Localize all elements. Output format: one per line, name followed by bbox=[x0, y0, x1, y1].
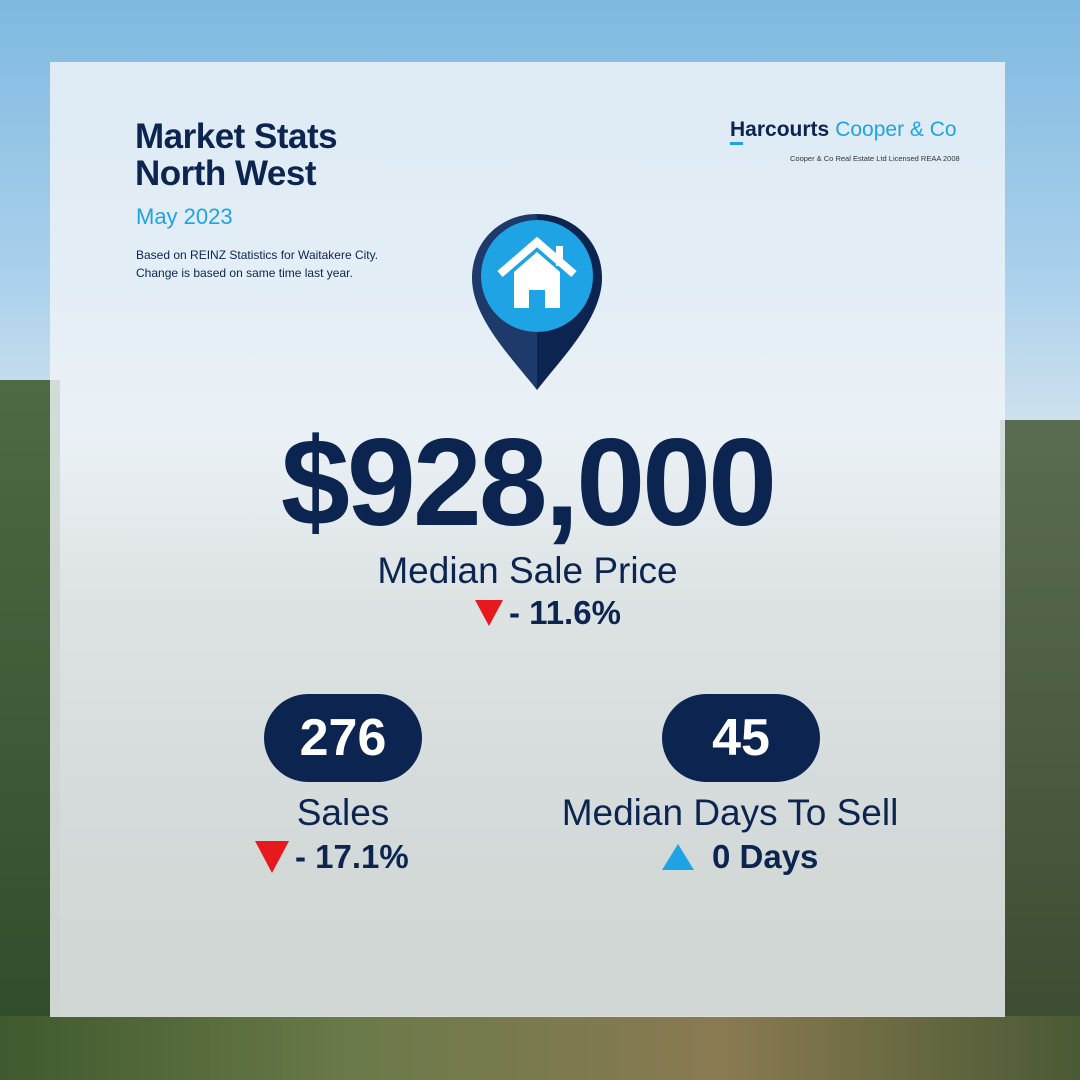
brand-logo: Harcourts Cooper & Co bbox=[730, 118, 957, 142]
logo-underline bbox=[730, 142, 743, 145]
median-price-label: Median Sale Price bbox=[377, 550, 678, 591]
title-line1: Market Stats bbox=[135, 117, 338, 156]
triangle-down-icon bbox=[255, 841, 289, 873]
stats-panel: Market Stats North West May 2023 Based o… bbox=[50, 62, 1005, 1017]
source-note: Based on REINZ Statistics for Waitakere … bbox=[136, 246, 378, 282]
triangle-down-icon bbox=[475, 600, 503, 626]
price-change-text: - 11.6% bbox=[509, 594, 621, 631]
logo-primary: Harcourts bbox=[730, 118, 830, 141]
median-price-value: $928,000 bbox=[280, 414, 777, 552]
median-price-change: - 11.6% bbox=[475, 594, 621, 632]
note-line2: Change is based on same time last year. bbox=[136, 266, 353, 280]
sales-label: Sales bbox=[296, 792, 390, 833]
days-change-text: 0 Days bbox=[712, 838, 819, 875]
logo-secondary: Cooper & Co bbox=[835, 118, 957, 141]
note-line1: Based on REINZ Statistics for Waitakere … bbox=[136, 248, 379, 262]
days-label: Median Days To Sell bbox=[561, 792, 899, 833]
days-value: 45 bbox=[662, 694, 820, 782]
title-line2: North West bbox=[135, 154, 317, 193]
sales-value: 276 bbox=[264, 694, 422, 782]
report-date: May 2023 bbox=[136, 204, 233, 229]
sales-change-text: - 17.1% bbox=[295, 838, 409, 875]
licence-text: Cooper & Co Real Estate Ltd Licensed REA… bbox=[790, 154, 960, 163]
days-change: 0 Days bbox=[662, 838, 818, 876]
page-title: Market Stats North West bbox=[135, 117, 338, 193]
triangle-up-icon bbox=[662, 844, 694, 870]
house-pin-icon bbox=[472, 214, 602, 390]
background-photo-right bbox=[1000, 420, 1080, 1080]
background-photo-bottom bbox=[0, 1016, 1080, 1080]
sales-change: - 17.1% bbox=[255, 838, 409, 876]
